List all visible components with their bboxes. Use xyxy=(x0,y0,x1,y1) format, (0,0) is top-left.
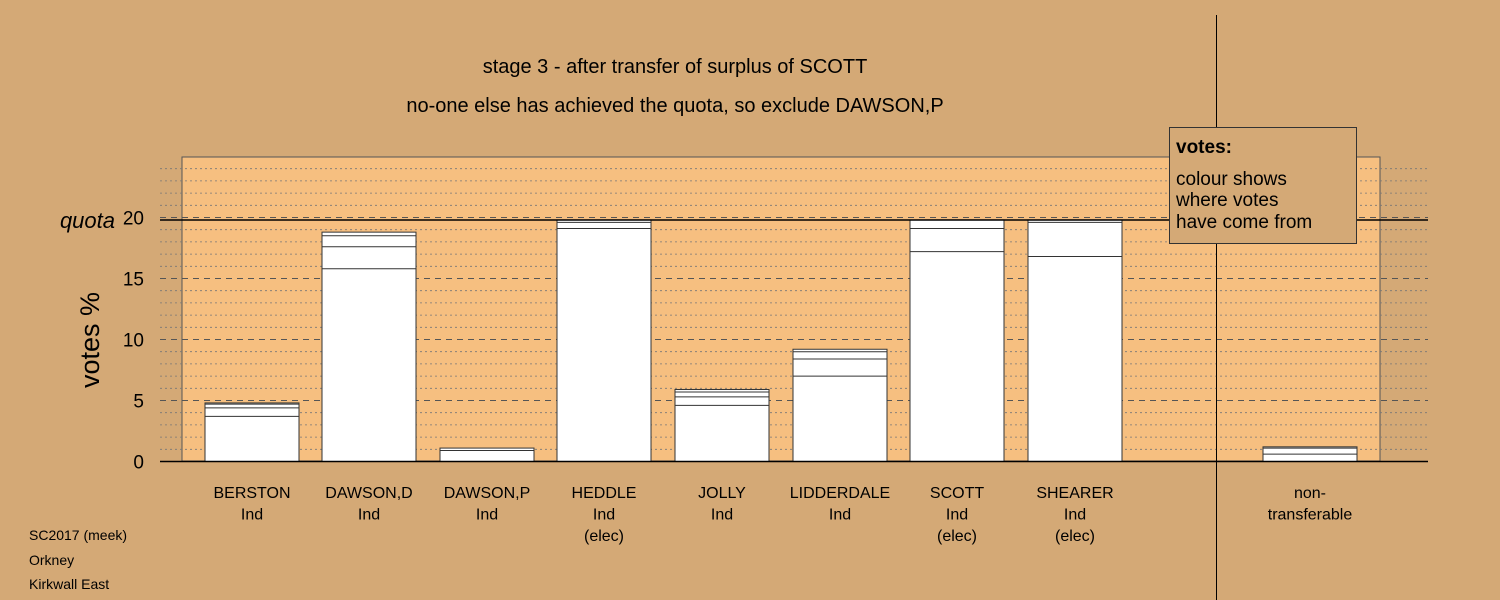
legend-background xyxy=(1169,127,1357,244)
quota-label: quota xyxy=(60,208,115,233)
y-tick-label: 0 xyxy=(133,453,144,474)
legend-box: votes: colour shows where votes have com… xyxy=(1169,127,1357,244)
bar-rect xyxy=(321,231,417,462)
footer-election: SC2017 (meek) xyxy=(29,527,127,543)
category-name: LIDDERDALE xyxy=(790,485,890,502)
category-name: HEDDLE xyxy=(572,485,637,502)
y-tick-label: 15 xyxy=(123,270,144,291)
x-category-labels: BERSTON Ind DAWSON,D Ind DAWSON,P Ind HEDDLE In… xyxy=(213,485,1352,545)
category-party: Ind xyxy=(1064,507,1086,524)
category-party: transferable xyxy=(1268,507,1353,524)
category-party: Ind xyxy=(358,507,380,524)
category-name: SHEARER xyxy=(1036,485,1113,502)
bar-rect xyxy=(792,348,888,463)
y-tick-label: 5 xyxy=(133,392,144,413)
category-party: Ind xyxy=(241,507,263,524)
bar-0 xyxy=(204,402,300,463)
bar-rect xyxy=(909,219,1005,462)
bar-4 xyxy=(674,389,770,462)
y-tick-label: 20 xyxy=(123,209,144,230)
category-name: BERSTON xyxy=(213,485,290,502)
category-name: SCOTT xyxy=(930,485,984,502)
bar-1 xyxy=(321,231,417,462)
category-party: Ind xyxy=(829,507,851,524)
footer-council: Orkney xyxy=(29,552,74,568)
category-status: (elec) xyxy=(1055,528,1095,545)
bar-7 xyxy=(1027,219,1123,462)
footer-ward: Kirkwall East xyxy=(29,576,109,592)
legend-title: votes: xyxy=(1176,137,1232,158)
chart-subtitle: no-one else has achieved the quota, so e… xyxy=(406,95,943,117)
category-name: non- xyxy=(1294,485,1326,502)
category-party: Ind xyxy=(946,507,968,524)
category-name: DAWSON,D xyxy=(325,485,412,502)
bar-3 xyxy=(556,219,652,462)
legend-line-1: colour shows xyxy=(1176,169,1287,190)
category-status: (elec) xyxy=(584,528,624,545)
y-axis-label: votes % xyxy=(75,292,105,388)
category-party: Ind xyxy=(711,507,733,524)
y-tick-label: 10 xyxy=(123,331,144,352)
legend-line-3: have come from xyxy=(1176,212,1312,233)
category-name: JOLLY xyxy=(698,485,746,502)
bar-5 xyxy=(792,348,888,463)
bar-2 xyxy=(439,447,535,462)
bar-6 xyxy=(909,219,1005,462)
legend-line-2: where votes xyxy=(1175,190,1278,211)
bar-rect xyxy=(556,219,652,462)
category-party: Ind xyxy=(593,507,615,524)
y-ticks: 0 5 10 15 20 xyxy=(123,209,144,474)
category-party: Ind xyxy=(476,507,498,524)
category-name: DAWSON,P xyxy=(444,485,531,502)
category-status: (elec) xyxy=(937,528,977,545)
bars xyxy=(204,219,1358,463)
bar-rect xyxy=(204,402,300,463)
chart-title: stage 3 - after transfer of surplus of S… xyxy=(483,56,868,78)
bar-8 xyxy=(1262,446,1358,462)
bar-rect xyxy=(674,389,770,462)
